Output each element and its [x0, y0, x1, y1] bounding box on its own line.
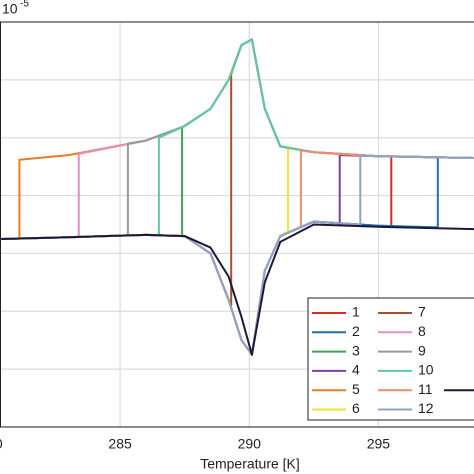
x-tick-label: 295: [367, 436, 391, 452]
x-tick-label: 285: [108, 436, 132, 452]
legend-label: 8: [418, 323, 426, 339]
x-tick-label: 280: [0, 436, 3, 452]
legend-box: [307, 297, 474, 421]
legend-label: 10: [418, 362, 434, 378]
y-multiplier-exponent: -5: [20, 0, 29, 10]
legend-label: 5: [352, 381, 360, 397]
legend-label: 2: [352, 323, 360, 339]
legend-label: 12: [418, 400, 434, 416]
data-line: [1, 223, 474, 356]
y-multiplier-base: 10: [2, 1, 18, 17]
x-axis-label: Temperature [K]: [200, 456, 300, 472]
data-line: [1, 38, 474, 240]
legend-label: 7: [418, 304, 426, 320]
data-line: [1, 38, 474, 240]
x-tick-label: 290: [238, 436, 262, 452]
data-line: [1, 38, 474, 240]
plot-frame: [0, 21, 474, 428]
legend-label: 11: [418, 381, 433, 397]
legend-label: 6: [352, 400, 360, 416]
legend-label: 9: [418, 342, 426, 358]
data-line: [1, 38, 474, 240]
data-line: [1, 38, 474, 240]
legend-label: 3: [352, 342, 360, 358]
legend-label: 1: [352, 304, 360, 320]
legend-label: 4: [352, 362, 360, 378]
